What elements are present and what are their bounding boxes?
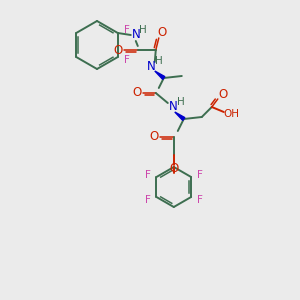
Text: F: F	[145, 195, 150, 205]
Text: O: O	[218, 88, 227, 101]
Text: OH: OH	[224, 109, 240, 119]
Text: O: O	[169, 163, 178, 176]
Text: N: N	[168, 100, 177, 113]
Text: O: O	[132, 86, 141, 100]
Text: O: O	[149, 130, 158, 143]
Text: F: F	[145, 170, 150, 180]
Text: F: F	[197, 195, 203, 205]
Text: F: F	[197, 170, 203, 180]
Polygon shape	[175, 112, 185, 120]
Text: N: N	[131, 28, 140, 41]
Text: N: N	[146, 61, 155, 74]
Text: F: F	[124, 55, 130, 65]
Polygon shape	[155, 71, 165, 80]
Text: H: H	[139, 25, 147, 35]
Text: O: O	[113, 44, 122, 56]
Text: O: O	[157, 26, 167, 40]
Text: H: H	[177, 97, 185, 107]
Text: H: H	[155, 56, 163, 66]
Text: F: F	[124, 25, 130, 35]
